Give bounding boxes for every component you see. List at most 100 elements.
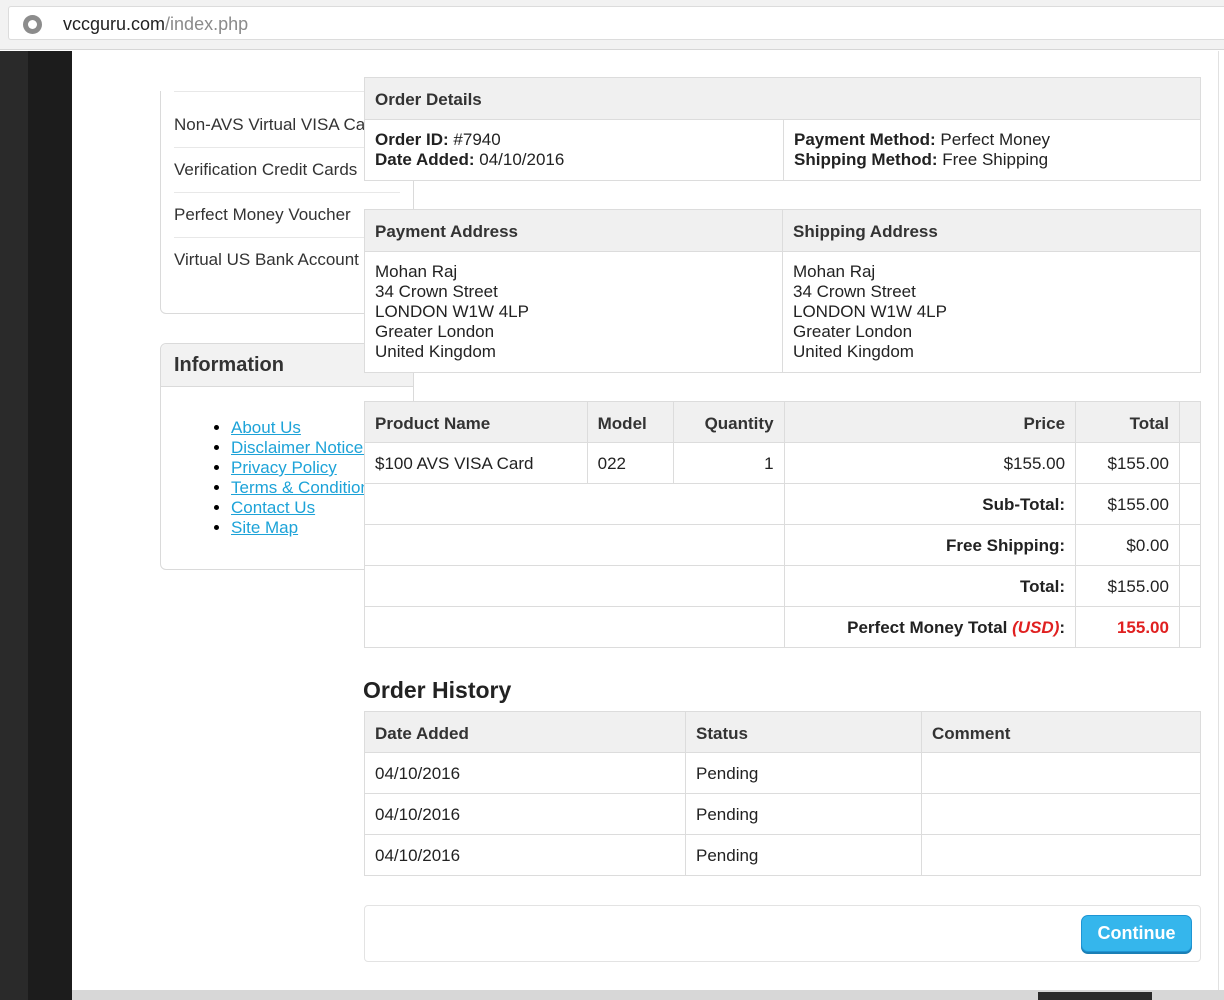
address-table: Payment Address Shipping Address Mohan R… <box>364 209 1201 373</box>
totals-row: Free Shipping: $0.00 <box>364 524 1202 566</box>
col-spacer <box>1178 401 1202 443</box>
order-id: #7940 <box>453 130 501 149</box>
continue-button[interactable]: Continue <box>1081 915 1192 952</box>
col-quantity: Quantity <box>672 401 785 443</box>
privacy-policy-link[interactable]: Privacy Policy <box>231 458 337 477</box>
history-date: 04/10/2016 <box>364 752 686 794</box>
spacer-cell <box>1178 524 1202 566</box>
date-added-label: Date Added: <box>375 150 475 169</box>
address-line: Greater London <box>375 322 495 341</box>
shipping-label: Free Shipping: <box>783 524 1077 566</box>
category-list: Non-AVS Virtual VISA Cards Verification … <box>174 91 400 282</box>
totals-row: Perfect Money Total (USD): 155.00 <box>364 606 1202 648</box>
spacer-cell <box>1178 565 1202 607</box>
method-info-cell: Payment Method: Perfect Money Shipping M… <box>783 119 1201 181</box>
disclaimer-link[interactable]: Disclaimer Notice! <box>231 438 368 457</box>
horizontal-scrollbar[interactable] <box>72 990 1224 1000</box>
order-details-heading: Order Details <box>364 77 1201 120</box>
product-table: Product Name Model Quantity Price Total … <box>364 401 1202 648</box>
information-list-item: Disclaimer Notice! <box>231 438 378 458</box>
information-list-item: About Us <box>231 418 378 438</box>
shipping-value: $0.00 <box>1075 524 1180 566</box>
table-row: 04/10/2016 Pending <box>364 834 1201 876</box>
totals-row: Total: $155.00 <box>364 565 1202 607</box>
history-status: Pending <box>685 752 922 794</box>
history-date: 04/10/2016 <box>364 793 686 835</box>
col-total: Total <box>1075 401 1180 443</box>
payment-address-heading: Payment Address <box>364 209 783 252</box>
order-history-table: Date Added Status Comment 04/10/2016 Pen… <box>364 711 1201 876</box>
scrollbar-thumb[interactable] <box>1038 992 1152 1000</box>
information-list-item: Contact Us <box>231 498 378 518</box>
contact-us-link[interactable]: Contact Us <box>231 498 316 517</box>
history-comment <box>921 752 1201 794</box>
category-item[interactable]: Verification Credit Cards <box>174 147 400 192</box>
terms-link[interactable]: Terms & Conditions <box>231 478 379 497</box>
address-line: Mohan Raj <box>375 262 458 281</box>
payment-method: Perfect Money <box>940 130 1051 149</box>
shipping-method: Free Shipping <box>942 150 1049 169</box>
pm-total-value: 155.00 <box>1075 606 1180 648</box>
url-domain: vccguru.com <box>63 14 166 34</box>
category-item[interactable]: Virtual US Bank Account <box>174 237 400 282</box>
address-line: United Kingdom <box>793 342 914 361</box>
spacer-cell <box>1178 606 1202 648</box>
product-model: 022 <box>586 442 674 484</box>
history-date: 04/10/2016 <box>364 834 686 876</box>
address-bar[interactable]: vccguru.com/index.php <box>8 6 1224 40</box>
category-item[interactable]: Perfect Money Voucher <box>174 192 400 237</box>
site-map-link[interactable]: Site Map <box>231 518 299 537</box>
empty-cell <box>364 565 785 607</box>
col-product-name: Product Name <box>364 401 588 443</box>
vertical-scrollbar[interactable] <box>1218 51 1224 990</box>
payment-address: Mohan Raj 34 Crown Street LONDON W1W 4LP… <box>364 251 783 373</box>
order-details-table: Order Details Order ID: #7940 Date Added… <box>364 77 1201 181</box>
url-path: /index.php <box>165 14 249 34</box>
col-price: Price <box>783 401 1077 443</box>
table-row: 04/10/2016 Pending <box>364 752 1201 794</box>
product-price: $155.00 <box>783 442 1077 484</box>
date-added: 04/10/2016 <box>479 150 565 169</box>
table-row: 04/10/2016 Pending <box>364 793 1201 835</box>
col-comment: Comment <box>921 711 1201 753</box>
address-line: LONDON W1W 4LP <box>793 302 947 321</box>
information-list-item: Site Map <box>231 518 378 538</box>
address-line: Mohan Raj <box>793 262 876 281</box>
totals-row: Sub-Total: $155.00 <box>364 483 1202 525</box>
pm-total-currency: (USD) <box>1012 618 1060 637</box>
spacer-cell <box>1178 442 1202 484</box>
empty-cell <box>364 606 785 648</box>
shipping-method-label: Shipping Method: <box>794 150 938 169</box>
product-quantity: 1 <box>672 442 785 484</box>
address-line: Greater London <box>793 322 913 341</box>
table-row: $100 AVS VISA Card 022 1 $155.00 $155.00 <box>364 442 1202 484</box>
col-model: Model <box>586 401 674 443</box>
history-status: Pending <box>685 834 922 876</box>
site-info-icon[interactable] <box>23 15 42 34</box>
empty-cell <box>364 483 785 525</box>
table-header-row: Product Name Model Quantity Price Total <box>364 401 1202 443</box>
address-line: United Kingdom <box>375 342 496 361</box>
information-list-item: Terms & Conditions <box>231 478 378 498</box>
order-history-heading: Order History <box>363 677 512 703</box>
pm-total-label-cell: Perfect Money Total (USD): <box>783 606 1077 648</box>
about-us-link[interactable]: About Us <box>231 418 301 437</box>
payment-method-label: Payment Method: <box>794 130 936 149</box>
category-item[interactable]: Non-AVS Virtual VISA Cards <box>174 91 400 147</box>
pm-total-label: Perfect Money Total <box>847 618 1008 637</box>
product-name: $100 AVS VISA Card <box>364 442 588 484</box>
url-text[interactable]: vccguru.com/index.php <box>63 14 248 35</box>
subtotal-label: Sub-Total: <box>783 483 1077 525</box>
order-info-cell: Order ID: #7940 Date Added: 04/10/2016 <box>364 119 784 181</box>
table-header-row: Date Added Status Comment <box>364 711 1201 753</box>
shipping-address: Mohan Raj 34 Crown Street LONDON W1W 4LP… <box>782 251 1201 373</box>
history-comment <box>921 793 1201 835</box>
col-status: Status <box>685 711 922 753</box>
spacer-cell <box>1178 483 1202 525</box>
col-date-added: Date Added <box>364 711 686 753</box>
history-comment <box>921 834 1201 876</box>
order-id-label: Order ID: <box>375 130 449 149</box>
shipping-address-heading: Shipping Address <box>782 209 1201 252</box>
buttons-bar: Continue <box>364 905 1201 962</box>
product-total: $155.00 <box>1075 442 1180 484</box>
